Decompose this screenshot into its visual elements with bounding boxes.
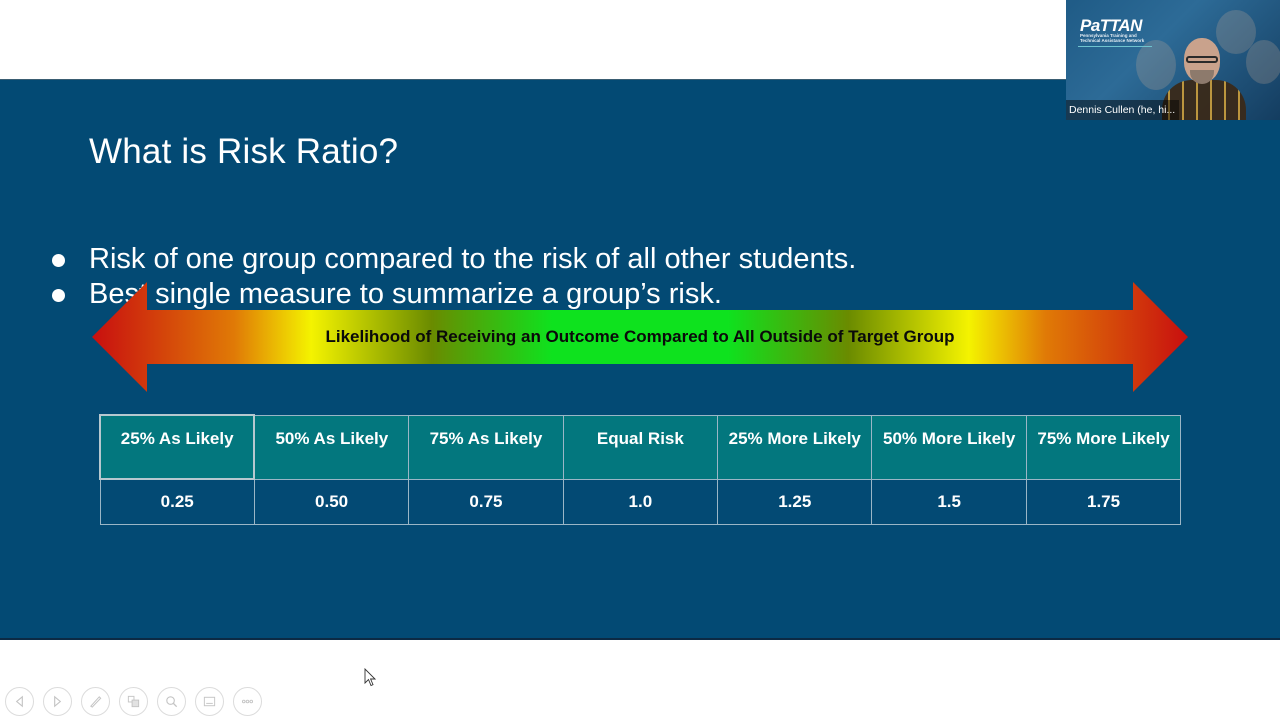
table-header-cell: 75% More Likely [1025,414,1182,480]
bullet-list: Risk of one group compared to the risk o… [50,242,856,312]
subtitles-button[interactable] [195,687,224,716]
pen-icon [90,696,102,708]
subtitles-icon [203,696,216,707]
presenter-beard [1190,70,1214,84]
triangle-left-icon [15,695,23,708]
table-value-cell: 1.25 [717,478,873,525]
table-header-row: 25% As Likely 50% As Likely 75% As Likel… [98,414,1182,480]
table-header-cell: 75% As Likely [408,414,564,480]
next-slide-button[interactable] [43,687,72,716]
table-header-cell: 50% As Likely [253,414,410,480]
background-face-shape [1246,40,1280,84]
bullet-text: Risk of one group compared to the risk o… [89,243,857,275]
table-header-cell: 50% More Likely [871,414,1027,480]
table-value-cell: 0.25 [99,478,255,525]
table-value-cell: 1.75 [1025,478,1182,525]
see-all-slides-button[interactable] [119,687,148,716]
table-header-cell: 25% More Likely [717,414,873,480]
table-value-cell: 1.5 [871,478,1027,525]
table-header-cell: Equal Risk [562,414,719,480]
slides-grid-icon [127,695,140,708]
mouse-cursor-icon [364,668,376,687]
previous-slide-button[interactable] [5,687,34,716]
triangle-right-icon [54,695,62,708]
bullet-text: Best single measure to summarize a group… [89,278,722,310]
bullet-dot-icon [52,254,65,267]
logo-divider [1078,46,1152,47]
ellipsis-icon [241,699,254,704]
zoom-slide-button[interactable] [157,687,186,716]
pattan-logo: PaTTAN [1080,16,1142,35]
table-value-cell: 1.0 [562,478,719,525]
slide-title: What is Risk Ratio? [89,132,399,171]
presenter-glasses [1186,56,1218,63]
double-headed-gradient-arrow [92,282,1188,392]
participant-name: Dennis Cullen (he, hi... [1066,100,1180,120]
bullet-item: Risk of one group compared to the risk o… [50,242,856,277]
presenter-torso [1162,80,1246,120]
table-value-cell: 0.75 [408,478,564,525]
background-face-shape [1216,10,1256,54]
table-value-cell: 0.50 [253,478,410,525]
bullet-dot-icon [52,289,65,302]
table-header-cell: 25% As Likely [98,414,256,480]
bullet-item: Best single measure to summarize a group… [50,277,856,312]
magnifier-icon [166,696,178,708]
arrow-label: Likelihood of Receiving an Outcome Compa… [325,327,955,346]
video-thumbnail[interactable]: PaTTAN Pennsylvania Training and Technic… [1066,0,1280,120]
more-options-button[interactable] [233,687,262,716]
slide: What is Risk Ratio? Risk of one group co… [0,79,1280,640]
table-row: 0.25 0.50 0.75 1.0 1.25 1.5 1.75 [99,478,1182,525]
pen-tool-button[interactable] [81,687,110,716]
risk-ratio-table: 25% As Likely 50% As Likely 75% As Likel… [98,414,1182,525]
slideshow-toolbar [5,687,262,716]
background-face-shape [1136,40,1176,90]
pattan-logo-subtitle: Pennsylvania Training and Technical Assi… [1080,33,1145,43]
